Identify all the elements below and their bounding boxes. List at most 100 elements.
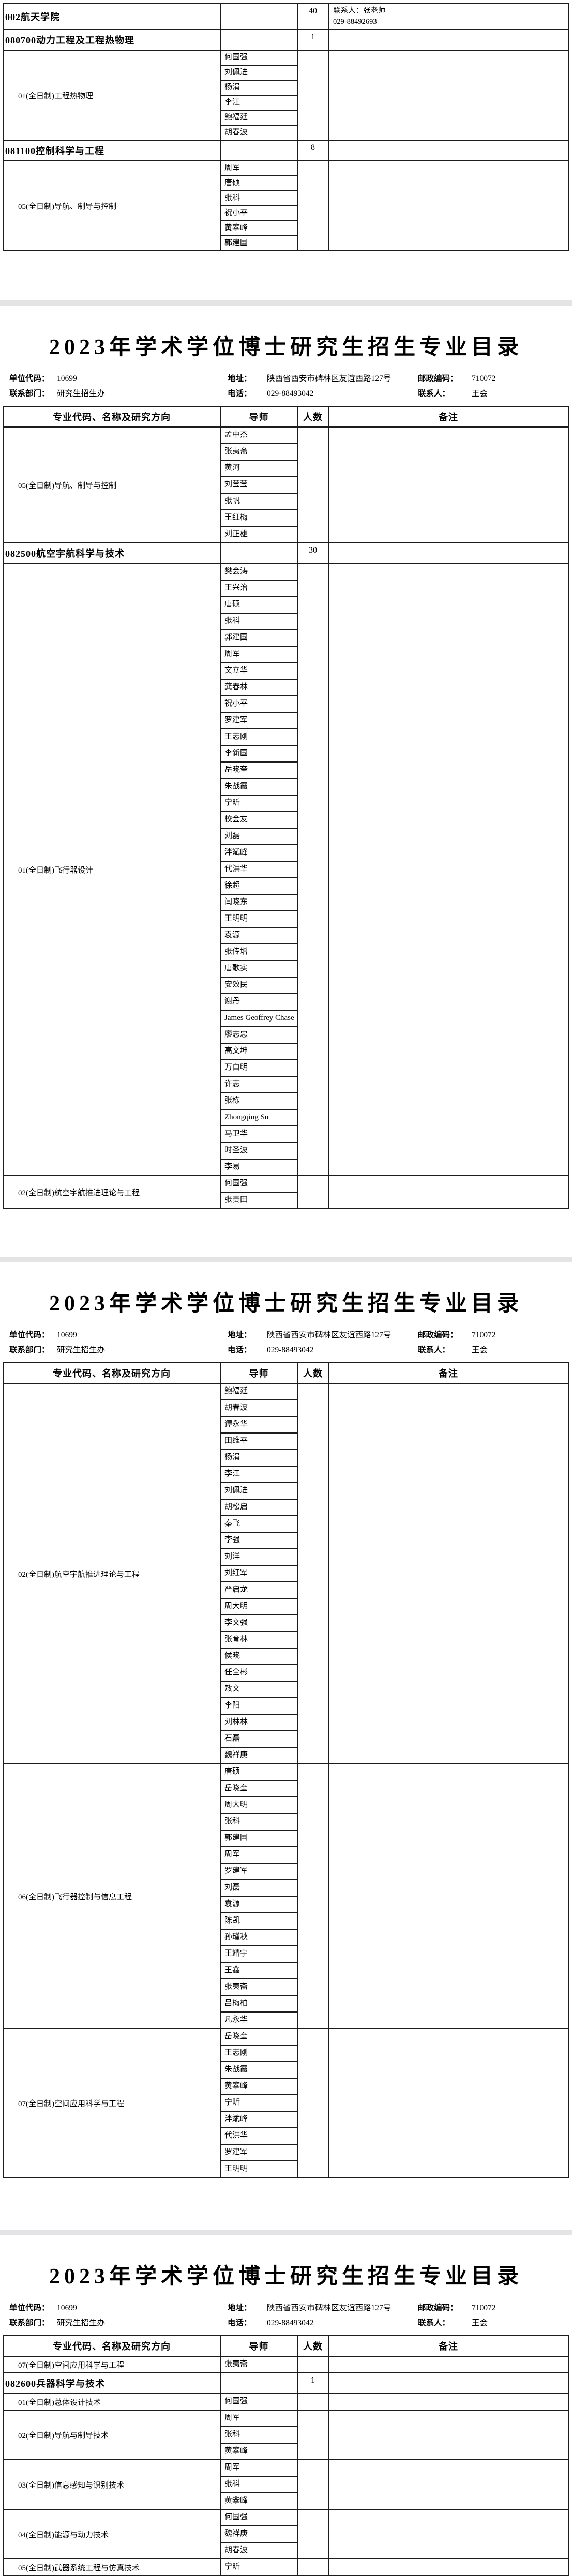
advisor-name: 郭建国 <box>221 1830 297 1846</box>
dept-value: 研究生招生办 <box>57 2319 106 2328</box>
advisor-name: 徐超 <box>221 877 297 894</box>
advisor-name: 张科 <box>221 2476 297 2492</box>
remark-cell <box>329 161 568 250</box>
contact-label: 联系人： <box>418 389 450 399</box>
count-cell <box>298 2394 329 2410</box>
advisor-name: 袁源 <box>221 927 297 943</box>
unit-code-field: 单位代码： 10699 <box>9 372 228 384</box>
phone-label: 电话： <box>228 2319 252 2328</box>
advisor-name: 刘林林 <box>221 1714 297 1730</box>
advisor-name: 谢丹 <box>221 993 297 1010</box>
advisor-name: 周军 <box>221 1846 297 1863</box>
column-header-advisor: 导师 <box>221 2336 298 2356</box>
advisor-list <box>221 141 298 161</box>
advisor-name: 刘正雄 <box>221 526 297 542</box>
page-title: 2023年学术学位博士研究生招生专业目录 <box>49 1292 523 1316</box>
postal-value: 710072 <box>472 2304 496 2313</box>
catalog-table-page3: 专业代码、名称及研究方向 导师 人数 备注 07(全日制)空间应用科学与工程 张夷斋 082… <box>3 2335 569 2576</box>
advisor-name: 岳晓奎 <box>224 2032 248 2041</box>
advisor-name: 周军 <box>221 646 297 662</box>
advisor-name: 张贵田 <box>221 1192 297 1208</box>
count-cell <box>298 1384 329 1764</box>
catalog-table-continuation: 002航天学院 40 联系人：张老师 029-88492693 080700动力工程及工… <box>3 3 569 252</box>
advisor-name: 凡永华 <box>221 2011 297 2028</box>
advisor-name: 何国强 <box>224 2513 248 2522</box>
table-header-row: 专业代码、名称及研究方向 导师 人数 备注 <box>4 1363 568 1383</box>
dept-field: 联系部门： 研究生招生办 <box>9 387 228 399</box>
postal-field: 邮政编码： 710072 <box>418 372 572 384</box>
unit-code-label: 单位代码： <box>9 2304 50 2313</box>
advisor-name: 朱战霞 <box>221 2061 297 2078</box>
advisor-name: 朱战霞 <box>221 778 297 795</box>
major-name: 002航天学院 <box>4 4 221 29</box>
address-label: 地址： <box>228 2304 252 2313</box>
advisor-name: 张栋 <box>221 1092 297 1109</box>
advisor-name: 黄攀峰 <box>221 2492 297 2509</box>
postal-label: 邮政编码： <box>418 1331 458 1340</box>
remark-cell <box>329 2460 568 2509</box>
advisor-list <box>221 543 298 563</box>
advisor-list: 周军 张科 黄攀峰 <box>221 2411 298 2460</box>
advisor-name: 岳晓奎 <box>221 1780 297 1796</box>
contact-label: 联系人： <box>418 2319 450 2328</box>
advisor-name: 胡松启 <box>221 1499 297 1515</box>
catalog-table-page1: 专业代码、名称及研究方向 导师 人数 备注 05(全日制)导航、制导与控制 孟中杰 张夷斋黄… <box>3 406 569 1210</box>
address-field: 地址： 陕西省西安市碑林区友谊西路127号 <box>228 2301 418 2313</box>
advisor-name: 王鑫 <box>221 1962 297 1978</box>
advisor-name: 李易 <box>221 1159 297 1175</box>
advisor-name: 魏祥庚 <box>221 1747 297 1763</box>
column-header-directions: 专业代码、名称及研究方向 <box>4 2336 221 2356</box>
advisor-name: 廖志忠 <box>221 1026 297 1043</box>
table-header-row: 专业代码、名称及研究方向 导师 人数 备注 <box>4 407 568 427</box>
direction-row: 01(全日制)飞行器设计 樊会涛 王兴治 唐硕 张科 郭建国 周军 文立华 龚春林 祝小平 罗建军王… <box>4 563 568 1176</box>
direction-name: 02(全日制)航空宇航推进理论与工程 <box>4 1384 221 1764</box>
contact-value: 王会 <box>472 389 488 399</box>
postal-label: 邮政编码： <box>418 2304 458 2313</box>
advisor-name: 樊会涛 <box>224 567 248 576</box>
advisor-name: 周军 <box>224 2463 240 2472</box>
count-cell <box>298 2357 329 2373</box>
remark-cell <box>329 2394 568 2410</box>
contact-field: 联系人： 王会 <box>418 1344 572 1355</box>
unit-code-value: 10699 <box>57 374 77 384</box>
direction-row: 05(全日制)导航、制导与控制 孟中杰 张夷斋 黄河 刘莹莹 张帆 王红梅 刘正雄 <box>4 426 568 543</box>
advisor-name: 罗建军 <box>221 1863 297 1879</box>
column-header-remarks: 备注 <box>439 2341 458 2352</box>
postal-label: 邮政编码： <box>418 374 458 384</box>
advisor-name: 何国强 <box>224 2397 248 2406</box>
count-cell <box>298 428 329 543</box>
advisor-name: 罗建军 <box>221 2144 297 2160</box>
phone-label: 电话： <box>228 1346 252 1355</box>
advisor-list: 宁昕 <box>221 2559 298 2575</box>
advisor-name: 唐歌实 <box>221 960 297 977</box>
advisor-name: 王靖宇 <box>221 1945 297 1962</box>
unit-code-field: 单位代码： 10699 <box>9 1329 228 1340</box>
advisor-name: 刘佩进 <box>221 65 297 80</box>
column-header-advisor: 导师 <box>221 1363 298 1383</box>
direction-row: 03(全日制)信息感知与识别技术 周军 张科 黄攀峰 <box>4 2459 568 2509</box>
contact-label: 联系人： <box>418 1346 450 1355</box>
advisor-name: 刘磊 <box>221 828 297 844</box>
advisor-name: Zhongqing Su <box>221 1109 297 1125</box>
direction-name: 05(全日制)导航、制导与控制 <box>4 161 221 251</box>
advisor-list: 张夷斋 <box>221 2357 298 2373</box>
address-value: 陕西省西安市碑林区友谊西路127号 <box>267 1331 392 1340</box>
direction-name: 05(全日制)武器系统工程与仿真技术 <box>4 2559 221 2575</box>
advisor-name: 任全彬 <box>221 1664 297 1681</box>
advisor-name: 周大明 <box>221 1598 297 1614</box>
direction-name: 07(全日制)空间应用科学与工程 <box>4 2357 221 2373</box>
major-name: 082600兵器科学与技术 <box>4 2373 221 2394</box>
advisor-name: 谭永华 <box>221 1416 297 1432</box>
advisor-list: 孟中杰 张夷斋 黄河 刘莹莹 张帆 王红梅 刘正雄 <box>221 428 298 543</box>
table-header-row: 专业代码、名称及研究方向 导师 人数 备注 <box>4 2336 568 2356</box>
advisor-name: 刘洋 <box>221 1548 297 1565</box>
contact-field: 联系人： 王会 <box>418 387 572 399</box>
dept-field: 联系部门： 研究生招生办 <box>9 2316 228 2328</box>
advisor-name: 陈凯 <box>221 1912 297 1929</box>
advisor-name: 万自明 <box>221 1059 297 1076</box>
remark-cell <box>329 2510 568 2558</box>
unit-code-field: 单位代码： 10699 <box>9 2301 228 2313</box>
column-header-remarks: 备注 <box>439 412 458 423</box>
advisor-name: 时圣波 <box>221 1142 297 1159</box>
column-header-directions: 专业代码、名称及研究方向 <box>4 407 221 427</box>
